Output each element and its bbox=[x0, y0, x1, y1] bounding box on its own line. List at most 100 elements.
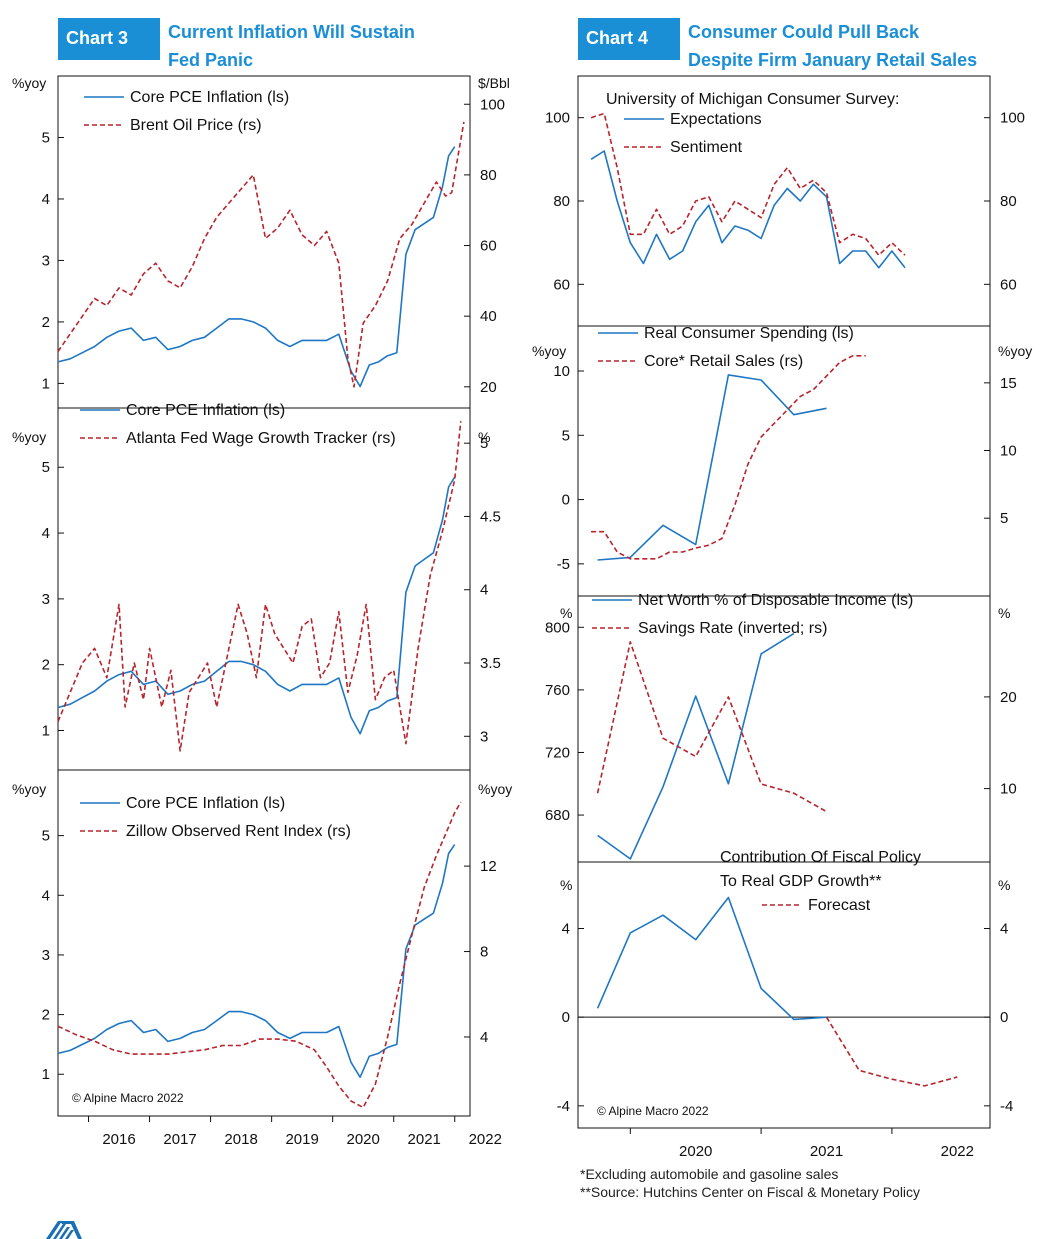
legend-label: Core* Retail Sales (rs) bbox=[644, 353, 803, 370]
panel-title: Contribution Of Fiscal Policy bbox=[720, 849, 921, 866]
left-tick-label: 4 bbox=[42, 887, 50, 904]
right-tick-label: 8 bbox=[480, 944, 488, 961]
left-tick-label: 800 bbox=[545, 619, 570, 636]
plot-frame-6 bbox=[577, 861, 991, 1129]
legend-label: Core PCE Inflation (ls) bbox=[126, 795, 285, 812]
legend-label: Real Consumer Spending (ls) bbox=[644, 325, 854, 342]
left-axis-unit: %yoy bbox=[12, 75, 46, 91]
right-tick-label: 15 bbox=[1000, 375, 1017, 392]
series-line-unnamed bbox=[596, 896, 827, 1021]
left-tick-label: 3 bbox=[42, 252, 50, 269]
series-line-core-pce-inflation-ls- bbox=[57, 146, 456, 388]
left-tick-label: 720 bbox=[545, 744, 570, 761]
right-tick-label: 4 bbox=[480, 582, 488, 599]
x-tick-label: 2019 bbox=[285, 1131, 318, 1148]
right-tick-label: 100 bbox=[1000, 110, 1025, 127]
series-line-atlanta-fed-wage-growth-tracker-rs- bbox=[57, 421, 462, 752]
series-line-forecast bbox=[825, 1016, 958, 1087]
left-axis-unit: %yoy bbox=[12, 781, 46, 797]
left-tick-label: 5 bbox=[562, 427, 570, 444]
right-tick-label: 12 bbox=[480, 858, 497, 875]
left-tick-label: 0 bbox=[562, 1009, 570, 1026]
copyright-text: © Alpine Macro 2022 bbox=[72, 1091, 184, 1105]
legend-label: Expectations bbox=[670, 111, 762, 128]
left-tick-label: 2 bbox=[42, 1007, 50, 1024]
series-line-core-retail-sales-rs- bbox=[591, 354, 866, 560]
series-line-real-consumer-spending-ls- bbox=[597, 374, 827, 561]
right-axis-unit: %yoy bbox=[998, 343, 1032, 359]
right-tick-label: -4 bbox=[1000, 1098, 1013, 1115]
legend-label: Savings Rate (inverted; rs) bbox=[638, 620, 827, 637]
series-line-zillow-observed-rent-index-rs- bbox=[57, 801, 462, 1109]
plot-frame-0 bbox=[57, 75, 471, 409]
panel-title: University of Michigan Consumer Survey: bbox=[606, 91, 899, 108]
right-tick-label: 0 bbox=[1000, 1009, 1008, 1026]
right-tick-label: 80 bbox=[480, 167, 497, 184]
left-axis-unit: % bbox=[560, 877, 572, 893]
right-axis-unit: % bbox=[478, 429, 490, 445]
x-tick-label: 2017 bbox=[163, 1131, 196, 1148]
left-tick-label: 1 bbox=[42, 723, 50, 740]
right-tick-label: 4 bbox=[480, 1029, 488, 1046]
right-tick-label: 20 bbox=[480, 379, 497, 396]
left-tick-label: 1 bbox=[42, 375, 50, 392]
right-tick-label: 4.5 bbox=[480, 508, 501, 525]
copyright-text: © Alpine Macro 2022 bbox=[597, 1104, 709, 1118]
right-tick-label: 4 bbox=[1000, 921, 1008, 938]
left-tick-label: 760 bbox=[545, 682, 570, 699]
legend-label: Sentiment bbox=[670, 139, 743, 156]
right-tick-label: 5 bbox=[480, 435, 488, 452]
right-tick-label: 10 bbox=[1000, 781, 1017, 798]
x-tick-label: 2018 bbox=[224, 1131, 257, 1148]
series-line-expectations bbox=[590, 150, 906, 269]
panel-title: To Real GDP Growth** bbox=[720, 873, 882, 890]
legend-label: Net Worth % of Disposable Income (ls) bbox=[638, 592, 913, 609]
right-tick-label: 40 bbox=[480, 308, 497, 325]
series-line-savings-rate-inverted-rs- bbox=[596, 641, 827, 813]
chart4-title-line1: Consumer Could Pull Back bbox=[688, 22, 920, 42]
left-tick-label: 5 bbox=[42, 459, 50, 476]
right-axis-unit: %yoy bbox=[478, 781, 512, 797]
left-tick-label: 4 bbox=[42, 191, 50, 208]
right-axis-unit: % bbox=[998, 877, 1010, 893]
left-tick-label: -4 bbox=[557, 1098, 570, 1115]
left-tick-label: 3 bbox=[42, 591, 50, 608]
x-tick-label: 2021 bbox=[408, 1131, 441, 1148]
left-axis-unit: %yoy bbox=[532, 343, 566, 359]
plot-frame-1 bbox=[57, 407, 471, 771]
right-tick-label: 10 bbox=[1000, 443, 1017, 460]
legend-label: Zillow Observed Rent Index (rs) bbox=[126, 823, 351, 840]
plot-frame-3 bbox=[577, 75, 991, 327]
right-tick-label: 20 bbox=[1000, 689, 1017, 706]
left-tick-label: 60 bbox=[553, 276, 570, 293]
footnote-2: **Source: Hutchins Center on Fiscal & Mo… bbox=[580, 1184, 921, 1200]
left-axis-unit: % bbox=[560, 605, 572, 621]
left-tick-label: 100 bbox=[545, 110, 570, 127]
right-axis-unit: $/Bbl bbox=[478, 75, 510, 91]
series-line-net-worth-of-disposable-income-ls- bbox=[597, 632, 795, 860]
right-axis-unit: % bbox=[998, 605, 1010, 621]
right-tick-label: 80 bbox=[1000, 193, 1017, 210]
left-tick-label: 10 bbox=[553, 363, 570, 380]
legend-label: Forecast bbox=[808, 897, 871, 914]
left-tick-label: 5 bbox=[42, 828, 50, 845]
right-tick-label: 100 bbox=[480, 96, 505, 113]
right-tick-label: 60 bbox=[480, 238, 497, 255]
x-tick-label: 2021 bbox=[810, 1143, 843, 1160]
right-tick-label: 3 bbox=[480, 728, 488, 745]
right-tick-label: 5 bbox=[1000, 510, 1008, 527]
left-tick-label: 2 bbox=[42, 314, 50, 331]
chart4-title-line2: Despite Firm January Retail Sales bbox=[688, 50, 978, 70]
series-line-brent-oil-price-rs- bbox=[57, 121, 465, 388]
x-tick-label: 2022 bbox=[941, 1143, 974, 1160]
chart3-title-line1: Current Inflation Will Sustain bbox=[168, 22, 415, 42]
left-tick-label: 1 bbox=[42, 1066, 50, 1083]
legend-label: Core PCE Inflation (ls) bbox=[130, 89, 289, 106]
series-line-core-pce-inflation-ls- bbox=[57, 844, 456, 1078]
right-tick-label: 60 bbox=[1000, 276, 1017, 293]
left-axis-unit: %yoy bbox=[12, 429, 46, 445]
right-tick-label: 3.5 bbox=[480, 655, 501, 672]
left-tick-label: -5 bbox=[557, 556, 570, 573]
x-tick-label: 2016 bbox=[102, 1131, 135, 1148]
